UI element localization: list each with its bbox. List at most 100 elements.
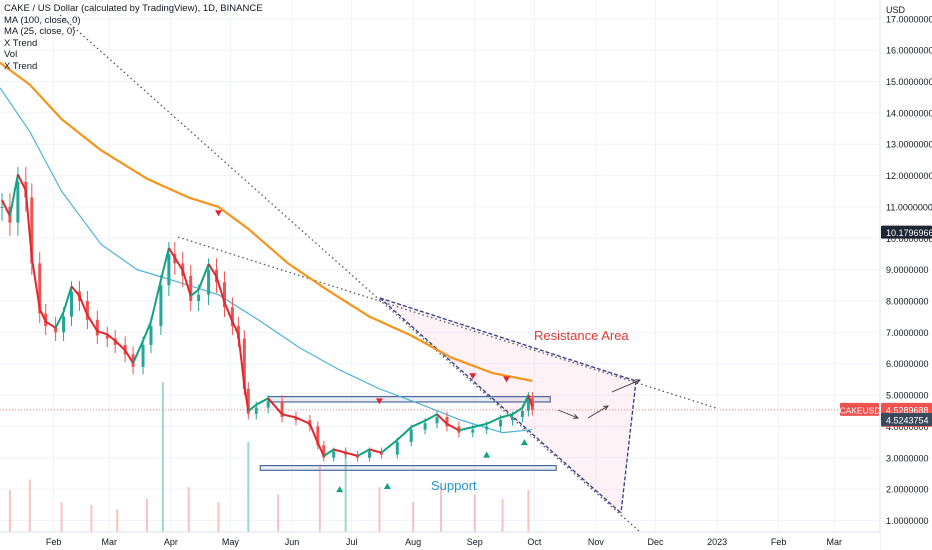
xtrend-segment [281, 413, 297, 419]
xtrend-segment [142, 321, 152, 342]
xtrend-segment [521, 394, 530, 409]
x-tick-label: Mar [827, 537, 843, 547]
xtrend-segment [446, 423, 460, 432]
x-tick-label: Feb [771, 537, 787, 547]
xtrend-segment [316, 442, 325, 457]
xtrend-segment [8, 174, 19, 217]
legend-ma25[interactable]: MA (25, close, 0) [4, 26, 76, 37]
xtrend-segment [231, 321, 240, 335]
y-tick-label: 17.0000000 [886, 14, 932, 24]
x-tick-label: Sep [467, 537, 483, 547]
xtrend-segment [149, 279, 162, 322]
chart-title: CAKE / US Dollar (calculated by TradingV… [4, 3, 263, 14]
symbol-tag-bg [840, 402, 879, 416]
candle-body [85, 300, 89, 320]
projection-arrow-head [634, 379, 641, 385]
legend-xtrend[interactable]: X Trend [4, 37, 38, 49]
xtrend-segment [500, 413, 513, 419]
x-tick-label: Oct [527, 537, 542, 547]
xtrend-segment [24, 190, 33, 258]
buy-signal-marker [336, 486, 344, 493]
y-tick-label: 3.0000000 [886, 453, 929, 463]
y-tick-label: 5.0000000 [886, 391, 929, 401]
xtrend-segment [45, 320, 57, 329]
candle-body [242, 338, 246, 389]
volume-bar [277, 494, 280, 532]
xtrend-segment [295, 416, 311, 425]
candle-body [379, 451, 383, 455]
sell-signal-marker [375, 398, 383, 405]
volume-bar [247, 442, 250, 532]
symbol-tag: CAKEUSD [839, 405, 880, 415]
volume-bar [344, 449, 347, 532]
xtrend-segment [173, 257, 184, 271]
xtrend-segment [114, 340, 126, 352]
candle-body [167, 253, 171, 286]
xtrend-segment [424, 413, 438, 422]
x-tick-label: 2023 [707, 537, 727, 547]
buy-signal-marker [383, 482, 391, 489]
candle-body [254, 407, 258, 414]
x-tick-label: Jul [346, 537, 358, 547]
candle-body [70, 291, 74, 317]
sell-signal-marker [469, 373, 477, 380]
volume-bar [90, 505, 93, 532]
candle-body [141, 344, 145, 367]
legend-vol[interactable]: Vol [4, 49, 18, 60]
candle-body [266, 401, 270, 408]
candle-body [409, 429, 413, 443]
xtrend-segment [132, 340, 144, 364]
volume-bar [116, 509, 119, 532]
xtrend-segment [486, 416, 502, 425]
volume-bar [318, 464, 321, 532]
xtrend-segment [436, 413, 448, 425]
volume-bar [60, 502, 63, 532]
candle-body [511, 416, 515, 421]
candle-body [485, 426, 489, 430]
xtrend-segment [70, 285, 81, 297]
y-tick-label: 15.0000000 [886, 77, 932, 87]
y-tick-label: 1.0000000 [886, 516, 929, 526]
xtrend-segment [396, 426, 412, 441]
resistance-triangle [380, 298, 636, 513]
current-price-tag: 4.5289688 [886, 405, 929, 415]
projection-arrow [587, 405, 609, 419]
legend-ma100[interactable]: MA (100, close, 0) [4, 14, 81, 26]
x-tick-label: May [222, 537, 240, 547]
level-price-tag-bg [881, 225, 932, 239]
volume-bar [378, 487, 381, 532]
volume-bar [412, 502, 415, 532]
legend-xtrend-2[interactable]: X Trend [4, 60, 38, 72]
candle-body [189, 275, 193, 301]
ma25-line [0, 87, 533, 434]
candle-body [520, 410, 524, 417]
candle-body [332, 451, 336, 458]
candle-body [159, 285, 163, 327]
candle-body [54, 326, 58, 333]
triangle-right-line [620, 380, 637, 514]
x-tick-label: Jun [285, 537, 300, 547]
candle-body [499, 420, 503, 427]
candle-body [16, 181, 20, 223]
candle-body [322, 445, 326, 458]
xtrend-segment [97, 330, 108, 336]
candle-body [356, 454, 360, 458]
candle-body [471, 429, 475, 433]
x-tick-label: Aug [405, 537, 421, 547]
volume-bar [217, 502, 220, 532]
buy-signal-marker [520, 439, 528, 446]
resistance-annotation: Resistance Area [534, 328, 629, 343]
candle-body [62, 316, 66, 333]
xtrend-segment [190, 288, 200, 297]
xtrend-segment [237, 334, 246, 386]
candle-body [367, 451, 371, 458]
xtrend-segment [255, 397, 269, 406]
x-tick-label: Feb [46, 537, 62, 547]
y-axis-unit: USD [886, 5, 906, 15]
xtrend-segment [458, 426, 474, 432]
xtrend-segment [159, 247, 170, 281]
ma100-line [0, 61, 533, 383]
volume-bar [8, 490, 11, 532]
level-price-tag: 10.1796966 [886, 228, 932, 238]
